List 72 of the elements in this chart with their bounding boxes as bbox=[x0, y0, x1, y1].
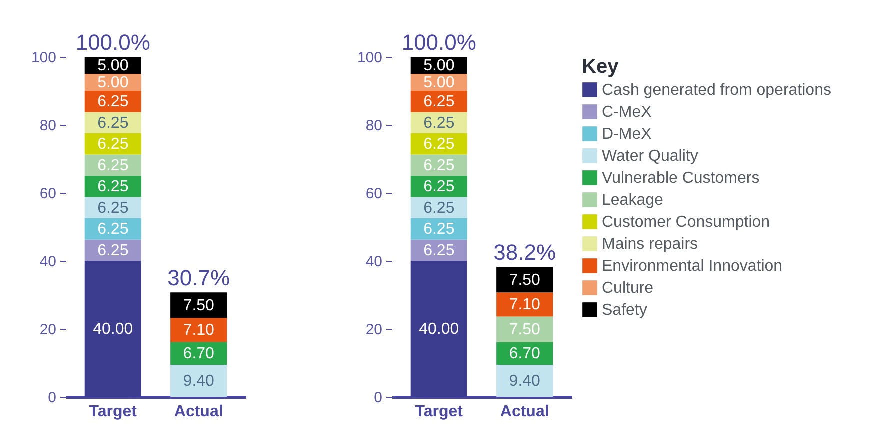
y-tick-label: 0 bbox=[374, 390, 382, 406]
data-label: 7.50 bbox=[509, 272, 541, 289]
bar bbox=[496, 365, 554, 397]
legend-label: Environmental Innovation bbox=[602, 258, 783, 275]
data-label: 6.25 bbox=[424, 242, 455, 260]
y-tick-label: 100 bbox=[357, 50, 382, 66]
data-label: 5.00 bbox=[424, 74, 455, 92]
data-label: 6.25 bbox=[424, 94, 455, 111]
data-label: 7.10 bbox=[509, 296, 541, 314]
data-label: 6.70 bbox=[509, 346, 541, 363]
data-label: 6.25 bbox=[98, 136, 129, 154]
data-label: 6.25 bbox=[424, 178, 455, 196]
data-label: 5.00 bbox=[424, 58, 455, 74]
legend-label: Cash generated from operations bbox=[602, 82, 832, 99]
data-label: 6.25 bbox=[98, 114, 129, 132]
data-label: 6.25 bbox=[424, 157, 455, 174]
data-label: 5.00 bbox=[98, 58, 129, 74]
data-label: 6.25 bbox=[424, 221, 455, 238]
data-label: 9.40 bbox=[183, 373, 215, 390]
legend-label: Water Quality bbox=[602, 148, 698, 165]
data-label: 6.25 bbox=[424, 136, 455, 154]
data-label: 6.25 bbox=[98, 200, 129, 217]
data-label: 7.50 bbox=[183, 297, 215, 314]
x-tick-label: Target bbox=[89, 404, 138, 420]
bar bbox=[496, 292, 554, 317]
data-label: 6.25 bbox=[98, 221, 129, 238]
data-label: 40.00 bbox=[93, 321, 134, 338]
data-label: 5.00 bbox=[98, 74, 129, 92]
x-tick-label: Actual bbox=[500, 404, 550, 420]
bar bbox=[170, 318, 228, 342]
y-tick-label: 60 bbox=[366, 186, 382, 202]
data-label: 7.50 bbox=[509, 322, 541, 339]
data-label: 6.25 bbox=[98, 157, 129, 174]
x-tick-label: Target bbox=[415, 404, 464, 420]
bar bbox=[410, 261, 468, 397]
bar bbox=[496, 316, 554, 342]
legend-label: Leakage bbox=[602, 192, 664, 209]
total-label: 100.0% bbox=[76, 30, 150, 55]
bar bbox=[170, 292, 228, 318]
total-label: 38.2% bbox=[494, 240, 556, 266]
data-label: 9.40 bbox=[509, 373, 541, 390]
legend-label: Customer Consumption bbox=[602, 214, 770, 231]
legend-label: Mains repairs bbox=[602, 236, 698, 253]
bar bbox=[496, 267, 554, 293]
y-tick-label: 0 bbox=[48, 390, 56, 406]
data-label: 6.25 bbox=[98, 178, 129, 196]
legend-label: Culture bbox=[602, 280, 654, 297]
data-label: 7.10 bbox=[183, 322, 215, 340]
total-label: 100.0% bbox=[402, 30, 476, 55]
legend-label: Safety bbox=[602, 302, 648, 319]
data-label: 6.70 bbox=[183, 346, 215, 363]
data-label: 6.25 bbox=[98, 242, 129, 260]
y-tick-label: 60 bbox=[40, 186, 56, 202]
total-label: 30.7% bbox=[168, 266, 230, 291]
data-label: 6.25 bbox=[424, 200, 455, 217]
legend-label: D-MeX bbox=[602, 126, 652, 143]
bar bbox=[84, 261, 142, 397]
y-tick-label: 20 bbox=[366, 322, 382, 338]
bar bbox=[170, 365, 228, 397]
y-tick-label: 100 bbox=[31, 50, 56, 66]
data-label: 6.25 bbox=[98, 94, 129, 111]
legend-title: Key bbox=[582, 56, 620, 78]
data-label: 6.25 bbox=[424, 114, 455, 132]
y-tick-label: 20 bbox=[40, 322, 56, 338]
y-tick-label: 40 bbox=[40, 254, 56, 270]
y-tick-label: 40 bbox=[366, 254, 382, 270]
data-label: 40.00 bbox=[419, 321, 460, 338]
legend-label: C-MeX bbox=[602, 104, 652, 121]
legend-label: Vulnerable Customers bbox=[602, 170, 760, 187]
y-tick-label: 80 bbox=[366, 118, 382, 134]
x-tick-label: Actual bbox=[174, 404, 224, 420]
y-tick-label: 80 bbox=[40, 118, 56, 134]
